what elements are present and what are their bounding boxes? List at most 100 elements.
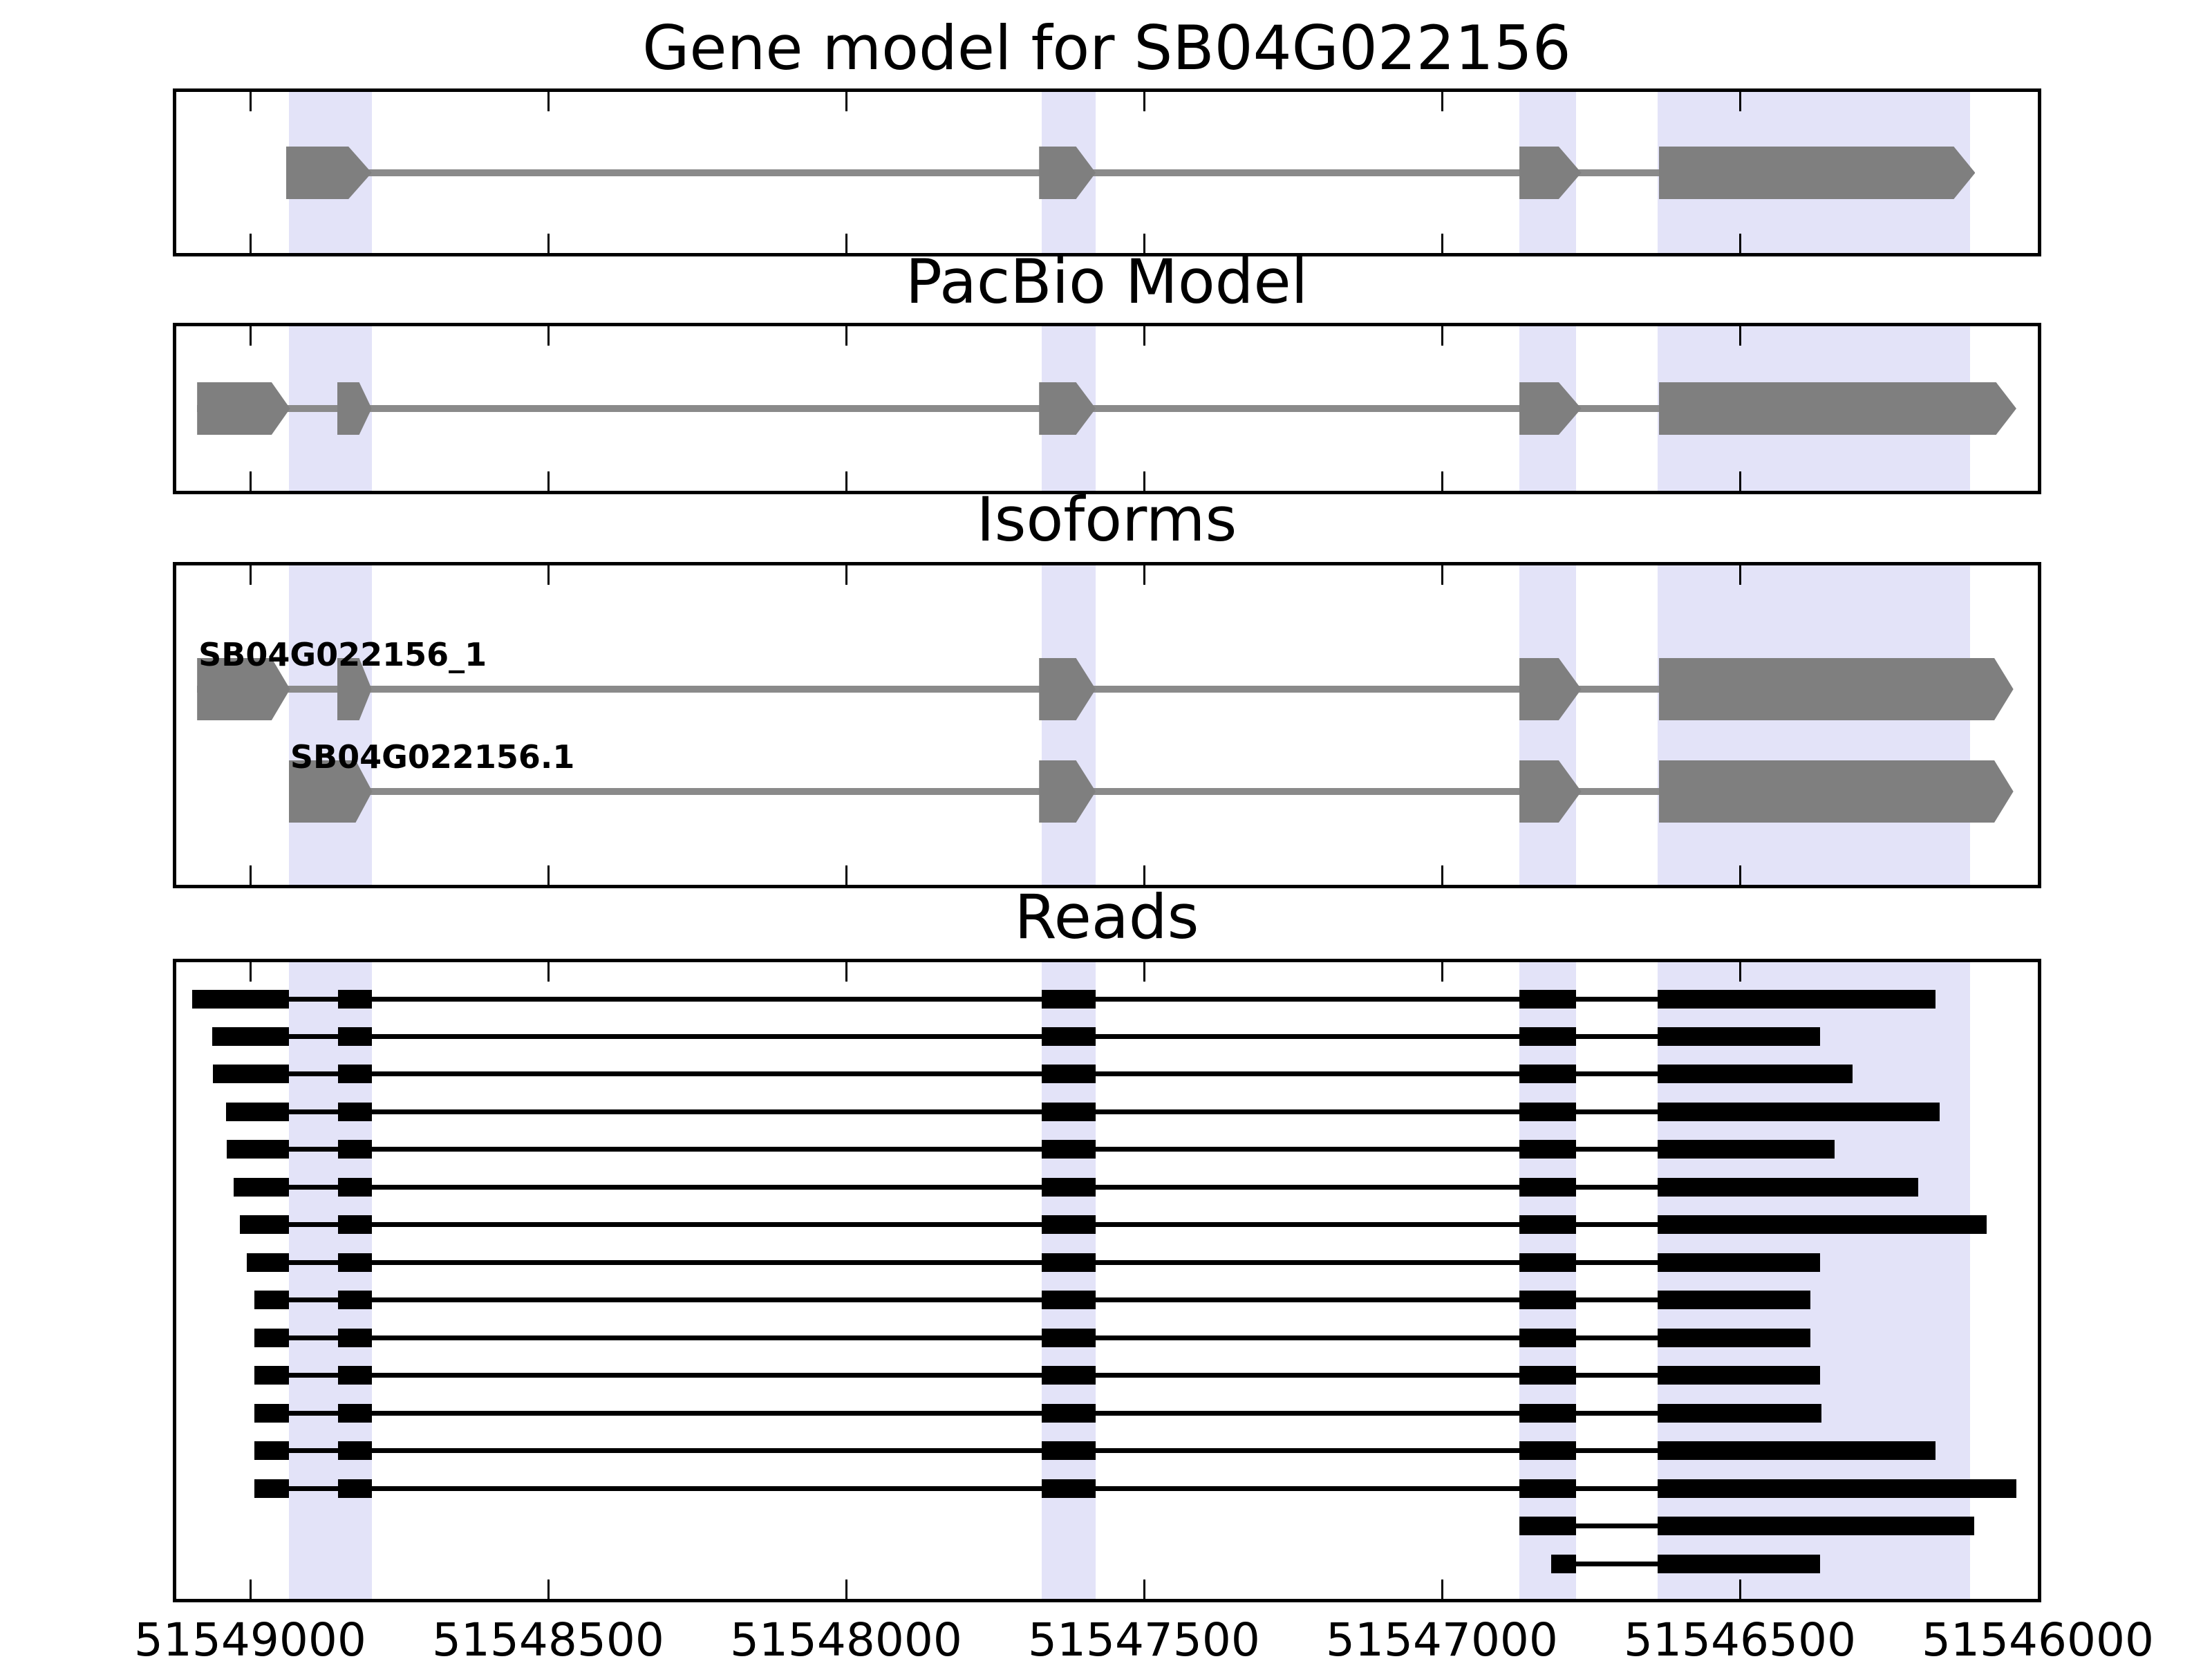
axis-tick — [1441, 962, 1443, 982]
read-intron-line — [254, 1297, 1810, 1303]
read-exon-block — [338, 1366, 372, 1385]
exon-highlight-band — [1519, 565, 1576, 885]
read-exon-block — [192, 989, 289, 1009]
read-intron-line — [246, 1259, 1821, 1265]
read-exon-block — [338, 1102, 372, 1121]
read-exon-block — [1041, 1291, 1096, 1310]
axis-tick — [249, 234, 252, 253]
axis-tick — [1143, 92, 1145, 111]
read-exon-block — [1519, 1291, 1576, 1310]
axis-tick — [1738, 865, 1741, 885]
axis-tick — [845, 865, 847, 885]
read-exon-block — [1041, 1140, 1096, 1159]
axis-tick — [1738, 471, 1741, 491]
exon-highlight-band — [1658, 962, 1970, 1599]
exon-arrow — [197, 658, 290, 720]
read-intron-line — [240, 1222, 1987, 1228]
read-exon-block — [1519, 1517, 1576, 1536]
read-exon-block — [1658, 1441, 1936, 1461]
exon-arrow — [1658, 760, 2014, 823]
read-exon-block — [1550, 1554, 1576, 1573]
axis-tick — [547, 865, 550, 885]
read-exon-block — [338, 1253, 372, 1272]
read-exon-block — [338, 1403, 372, 1423]
read-exon-block — [338, 1065, 372, 1084]
read-exon-block — [338, 1291, 372, 1310]
read-exon-block — [254, 1441, 289, 1461]
read-exon-block — [338, 1479, 372, 1498]
read-exon-block — [227, 1140, 289, 1159]
read-exon-block — [338, 1027, 372, 1046]
axis-tick — [845, 471, 847, 491]
read-exon-block — [254, 1403, 289, 1423]
read-exon-block — [1041, 1253, 1096, 1272]
read-exon-block — [1658, 1177, 1918, 1197]
axis-tick — [1143, 565, 1145, 585]
exon-highlight-band — [1041, 962, 1096, 1599]
x-axis-tick-label: 51549000 — [133, 1613, 366, 1659]
x-axis-tick-label: 51546500 — [1624, 1613, 1856, 1659]
axis-tick — [1738, 1580, 1741, 1599]
axis-tick — [1143, 1580, 1145, 1599]
read-exon-block — [1041, 1328, 1096, 1347]
axis-tick — [547, 92, 550, 111]
read-exon-block — [1658, 1328, 1810, 1347]
read-exon-block — [240, 1215, 289, 1235]
read-exon-block — [1658, 1291, 1810, 1310]
axis-tick — [1143, 326, 1145, 346]
read-exon-block — [1658, 1479, 2016, 1498]
read-exon-block — [1658, 1517, 1974, 1536]
read-exon-block — [1519, 1177, 1576, 1197]
axis-tick — [1441, 92, 1443, 111]
read-exon-block — [1658, 1366, 1821, 1385]
read-exon-block — [338, 1140, 372, 1159]
read-exon-block — [1658, 1253, 1821, 1272]
read-exon-block — [254, 1291, 289, 1310]
exon-arrow — [197, 382, 290, 435]
axis-tick — [249, 471, 252, 491]
panel-title-pacbio: PacBio Model — [905, 246, 1309, 317]
axis-tick — [1738, 962, 1741, 982]
x-axis-tick-label: 51546000 — [1922, 1613, 2154, 1659]
axis-tick — [845, 565, 847, 585]
read-exon-block — [1041, 1027, 1096, 1046]
read-exon-block — [1519, 1065, 1576, 1084]
read-exon-block — [246, 1253, 289, 1272]
pacbio-model-panel — [173, 323, 2041, 494]
read-exon-block — [1519, 1253, 1576, 1272]
exon-arrow — [1658, 658, 2014, 720]
axis-tick — [1441, 865, 1443, 885]
read-exon-block — [1041, 1065, 1096, 1084]
axis-tick — [547, 326, 550, 346]
axis-tick — [1143, 865, 1145, 885]
read-exon-block — [338, 1177, 372, 1197]
read-intron-line — [254, 1373, 1821, 1378]
axis-tick — [1143, 471, 1145, 491]
read-exon-block — [1519, 1403, 1576, 1423]
read-exon-block — [1041, 1403, 1096, 1423]
reads-panel — [173, 959, 2041, 1602]
read-exon-block — [1658, 1403, 1822, 1423]
intron-line — [197, 405, 1673, 412]
axis-tick — [845, 92, 847, 111]
read-exon-block — [1041, 1215, 1096, 1235]
read-exon-block — [338, 1215, 372, 1235]
axis-tick — [1441, 1580, 1443, 1599]
axis-tick — [1441, 565, 1443, 585]
read-exon-block — [212, 1027, 289, 1046]
read-intron-line — [212, 1071, 1853, 1077]
intron-line — [197, 686, 1673, 693]
read-exon-block — [1658, 1140, 1835, 1159]
axis-tick — [1143, 234, 1145, 253]
x-axis-tick-label: 51548500 — [431, 1613, 664, 1659]
exon-highlight-band — [1519, 962, 1576, 1599]
exon-highlight-band — [1658, 565, 1970, 885]
read-exon-block — [212, 1065, 289, 1084]
axis-tick — [845, 1580, 847, 1599]
read-exon-block — [338, 1328, 372, 1347]
axis-tick — [547, 962, 550, 982]
axis-tick — [249, 565, 252, 585]
axis-tick — [1441, 471, 1443, 491]
exon-arrow — [288, 760, 373, 823]
